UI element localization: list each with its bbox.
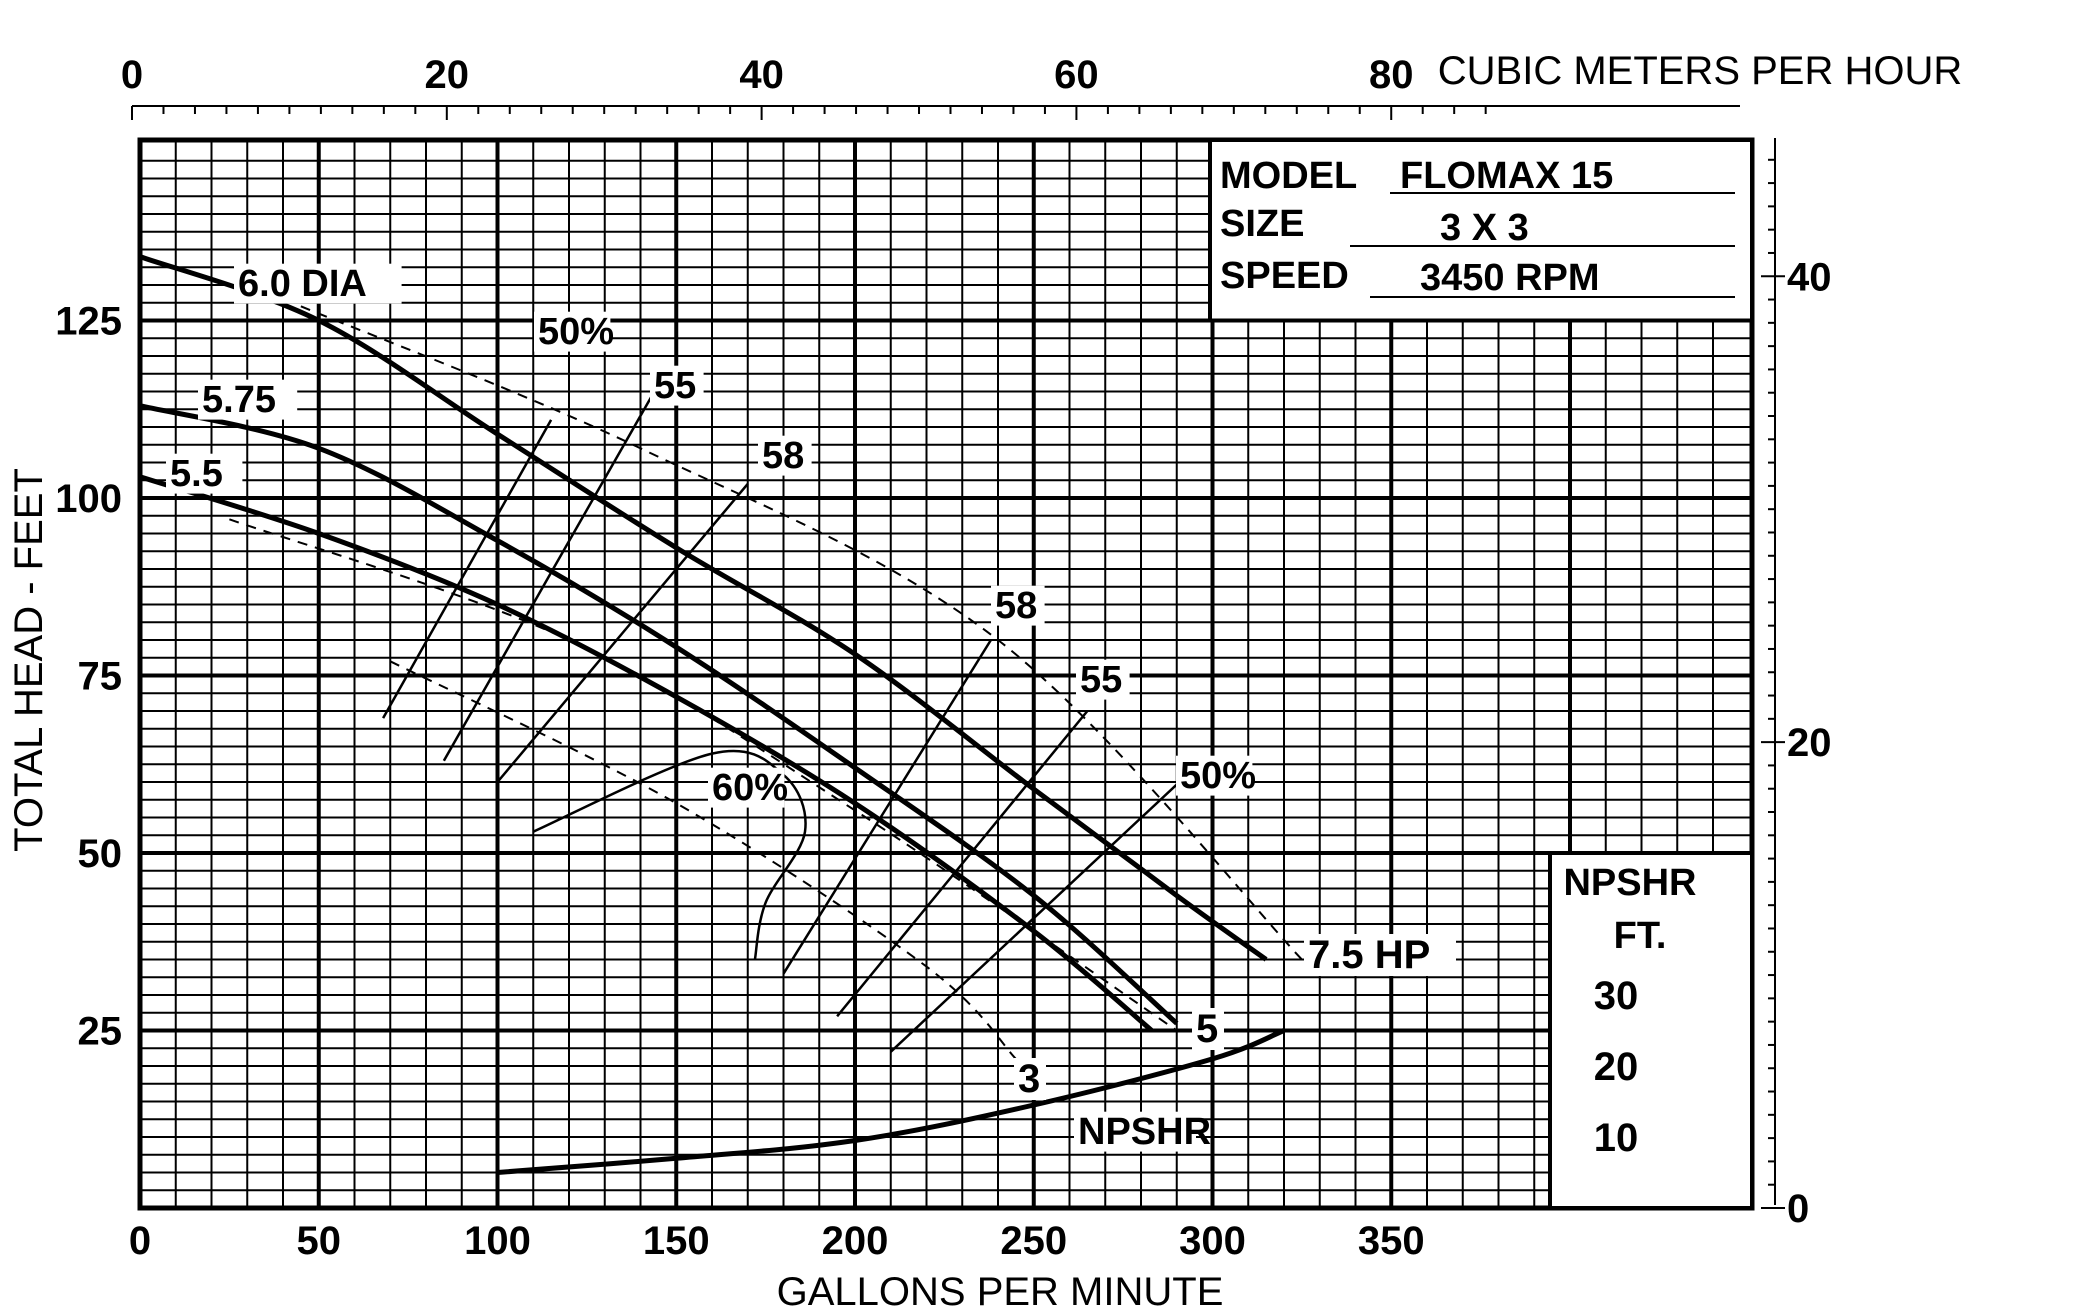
speed-value: 3450 RPM — [1420, 257, 1600, 299]
y2-tick-label: 40 — [1787, 255, 1832, 299]
y-tick-label: 50 — [78, 832, 123, 876]
label-npshr-bg — [1074, 1111, 1196, 1152]
model-value: FLOMAX 15 — [1400, 155, 1613, 197]
chart-grid — [137, 137, 1755, 1211]
efficiency-line-0 — [382, 419, 553, 719]
model-info-box: MODEL FLOMAX 15 SIZE 3 X 3 SPEED 3450 RP… — [1220, 155, 1613, 299]
efficiency-line-2 — [496, 482, 749, 783]
label-efficiency-1: 55 — [654, 365, 696, 407]
npshr-scale-title: NPSHR — [1563, 862, 1696, 904]
label-efficiency-3: 60% — [712, 767, 788, 809]
label-efficiency-0-bg — [534, 311, 611, 352]
x2-tick-label: 0 — [121, 53, 143, 97]
label-efficiency-3-bg — [708, 767, 785, 808]
x-tick-label: 350 — [1358, 1219, 1425, 1263]
efficiency-line-5 — [836, 710, 1089, 1018]
efficiency-line-6 — [889, 766, 1196, 1053]
y-axis-title: TOTAL HEAD - FEET — [7, 468, 51, 852]
x-tick-label: 200 — [822, 1219, 889, 1263]
size-label: SIZE — [1220, 203, 1304, 245]
label-hp-5: 5 — [1196, 1007, 1218, 1051]
npshr-tick-label: 10 — [1594, 1116, 1639, 1160]
label-npshr: NPSHR — [1078, 1111, 1211, 1153]
label-hp-7-5: 7.5 HP — [1308, 933, 1430, 977]
model-label: MODEL — [1220, 155, 1357, 197]
npshr-tick-label: 20 — [1594, 1045, 1639, 1089]
label-efficiency-1-bg — [650, 365, 704, 406]
x2-tick-label: 20 — [425, 53, 470, 97]
label-hp-5-bg — [1192, 1008, 1224, 1050]
x2-axis-title: CUBIC METERS PER HOUR — [1438, 49, 1963, 93]
x2-tick-label: 80 — [1369, 53, 1414, 97]
label-5-5: 5.5 — [170, 453, 223, 495]
plot-border — [137, 137, 1755, 1211]
label-6-0-dia: 6.0 DIA — [238, 263, 367, 305]
x-tick-label: 0 — [129, 1219, 151, 1263]
info-box-frame — [1208, 138, 1754, 323]
label-hp-3: 3 — [1018, 1057, 1040, 1101]
curves-layer — [139, 254, 1303, 1175]
label-efficiency-4: 58 — [995, 585, 1037, 627]
x-tick-label: 50 — [297, 1219, 342, 1263]
label-hp-7-5-bg — [1304, 934, 1456, 976]
y2-tick-label: 20 — [1787, 721, 1832, 765]
label-5-5-bg — [166, 453, 243, 494]
series-line-60dia — [139, 254, 1268, 962]
y-tick-label: 25 — [78, 1010, 123, 1054]
label-5-75-bg — [198, 379, 298, 420]
hp-line-75hp — [300, 305, 1303, 961]
label-efficiency-5-bg — [1076, 659, 1130, 700]
speed-label: SPEED — [1220, 255, 1349, 297]
labels-layer: 6.0 DIA 5.75 5.5 NPSHR 7.5 HP 5 3 50% 55 58 60% 58 5… — [166, 263, 1456, 1153]
x-tick-label: 100 — [464, 1219, 531, 1263]
size-value: 3 X 3 — [1440, 207, 1529, 249]
label-hp-3-bg — [1014, 1058, 1046, 1100]
npshr-panel — [1548, 851, 1754, 1210]
x-axis-title: GALLONS PER MINUTE — [777, 1270, 1224, 1314]
label-efficiency-6-bg — [1176, 755, 1253, 796]
x-tick-label: 250 — [1000, 1219, 1067, 1263]
label-efficiency-6: 50% — [1180, 755, 1256, 797]
label-efficiency-2-bg — [758, 435, 812, 476]
x-tick-label: 150 — [643, 1219, 710, 1263]
npshr-tick-label: 30 — [1594, 974, 1639, 1018]
hp-line-3 — [389, 660, 1017, 1060]
efficiency-line-4 — [782, 639, 992, 975]
x2-tick-label: 60 — [1054, 53, 1099, 97]
label-6-0-dia-bg — [234, 263, 402, 304]
y-tick-label: 125 — [55, 300, 122, 344]
y2-tick-label: 0 — [1787, 1187, 1809, 1231]
series-line-55 — [139, 474, 1154, 1033]
x2-tick-label: 40 — [739, 53, 784, 97]
label-efficiency-2: 58 — [762, 435, 804, 477]
label-efficiency-0: 50% — [538, 311, 614, 353]
label-5-75: 5.75 — [202, 379, 276, 421]
series-line-575 — [139, 403, 1179, 1026]
series-line-npshr — [497, 1028, 1285, 1175]
y-tick-label: 75 — [78, 655, 123, 699]
npshr-scale-unit: FT. — [1614, 915, 1667, 957]
label-efficiency-4-bg — [991, 585, 1045, 626]
y-tick-label: 100 — [55, 477, 122, 521]
label-efficiency-5: 55 — [1080, 659, 1122, 701]
efficiency-line-3 — [532, 749, 807, 960]
x-tick-label: 300 — [1179, 1219, 1246, 1263]
